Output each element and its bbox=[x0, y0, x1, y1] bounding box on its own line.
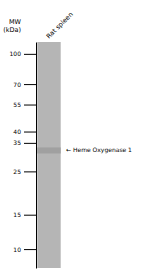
lane-label: Rat spleen bbox=[45, 10, 75, 40]
y-tick: 10 bbox=[13, 246, 36, 253]
y-tick: 25 bbox=[13, 168, 36, 175]
y-tick: 55 bbox=[13, 101, 36, 108]
y-tick-label: 15 bbox=[13, 211, 21, 218]
y-tick-mark bbox=[24, 84, 36, 85]
y-tick: 70 bbox=[13, 81, 36, 88]
y-tick-label: 55 bbox=[13, 101, 21, 108]
y-tick-label: 100 bbox=[10, 50, 22, 57]
y-tick-label: 10 bbox=[13, 246, 21, 253]
gel-lane bbox=[37, 42, 60, 268]
protein-band bbox=[37, 147, 60, 153]
y-tick-mark bbox=[24, 143, 36, 144]
band-annotation: ← Heme Oxygenase 1 bbox=[66, 146, 132, 154]
y-tick-label: 40 bbox=[13, 128, 21, 135]
y-tick: 100 bbox=[10, 50, 36, 57]
y-tick-label: 25 bbox=[13, 168, 21, 175]
y-tick: 40 bbox=[13, 128, 36, 135]
y-tick-label: 70 bbox=[13, 81, 21, 88]
y-tick: 35 bbox=[13, 139, 36, 146]
y-tick-mark bbox=[24, 54, 36, 55]
y-axis-line bbox=[36, 43, 37, 269]
y-axis-title: MW(kDa) bbox=[3, 18, 21, 34]
y-axis: 100 70 55 40 35 25 15 10 bbox=[10, 43, 37, 269]
y-tick: 15 bbox=[13, 211, 36, 218]
y-tick-mark bbox=[24, 105, 36, 106]
y-tick-mark bbox=[24, 171, 36, 172]
y-tick-label: 35 bbox=[13, 139, 21, 146]
y-tick-mark bbox=[24, 132, 36, 133]
chart: 100 70 55 40 35 25 15 10 MW(kDa) Rat spleen ← Heme… bbox=[0, 0, 150, 277]
y-tick-mark bbox=[24, 249, 36, 250]
y-tick-mark bbox=[24, 215, 36, 216]
plot-area bbox=[37, 42, 60, 268]
